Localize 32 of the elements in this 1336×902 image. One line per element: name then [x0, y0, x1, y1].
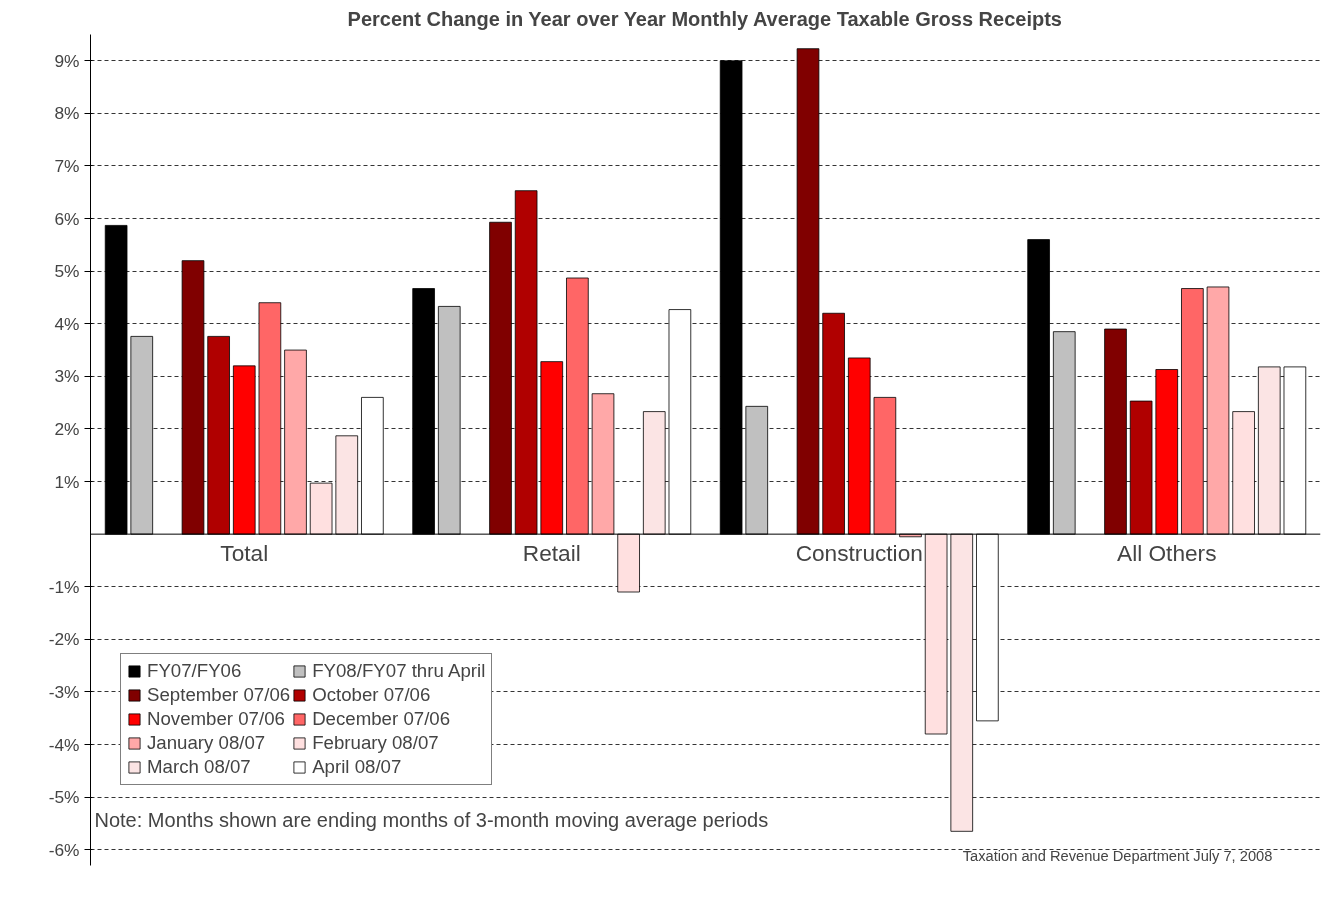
y-tick-label: -4% — [48, 734, 80, 755]
y-tick-label: -2% — [48, 629, 80, 650]
y-tick-label: -1% — [48, 576, 80, 597]
legend-label: February 08/07 — [312, 732, 439, 754]
y-tick-label: 9% — [54, 50, 80, 71]
legend-label: March 08/07 — [147, 756, 251, 778]
legend-label: FY07/FY06 — [147, 660, 242, 682]
legend-label: November 07/06 — [147, 708, 285, 730]
y-tick-label: 2% — [54, 418, 80, 439]
y-tick-label: 4% — [54, 313, 80, 334]
y-tick-label: -5% — [48, 787, 80, 808]
y-tick-label: -3% — [48, 681, 80, 702]
legend-label: January 08/07 — [147, 732, 266, 754]
legend-label: December 07/06 — [312, 708, 451, 730]
y-tick-label: 6% — [54, 208, 80, 229]
y-tick-label: 7% — [54, 155, 80, 176]
y-tick-label: 8% — [54, 103, 80, 124]
y-tick-label: 3% — [54, 366, 80, 387]
x-tick-label: Construction — [795, 540, 923, 567]
x-tick-label: All Others — [1117, 540, 1217, 567]
y-tick-label: 1% — [54, 471, 80, 492]
chart-title: Percent Change in Year over Year Monthly Average Taxable Gross Receipts — [347, 7, 1062, 30]
annotation: Taxation and Revenue Department July 7, 2008 — [962, 847, 1273, 864]
legend-label: October 07/06 — [312, 684, 431, 706]
x-tick-label: Retail — [522, 540, 581, 567]
legend-label: April 08/07 — [312, 756, 402, 778]
y-tick-label: 5% — [54, 261, 80, 282]
x-tick-label: Total — [220, 540, 269, 567]
legend-label: FY08/FY07 thru April — [312, 660, 486, 682]
legend-label: September 07/06 — [147, 684, 291, 706]
annotation: Note: Months shown are ending months of 3-month moving average periods — [94, 808, 769, 831]
y-tick-label: -6% — [48, 839, 80, 860]
